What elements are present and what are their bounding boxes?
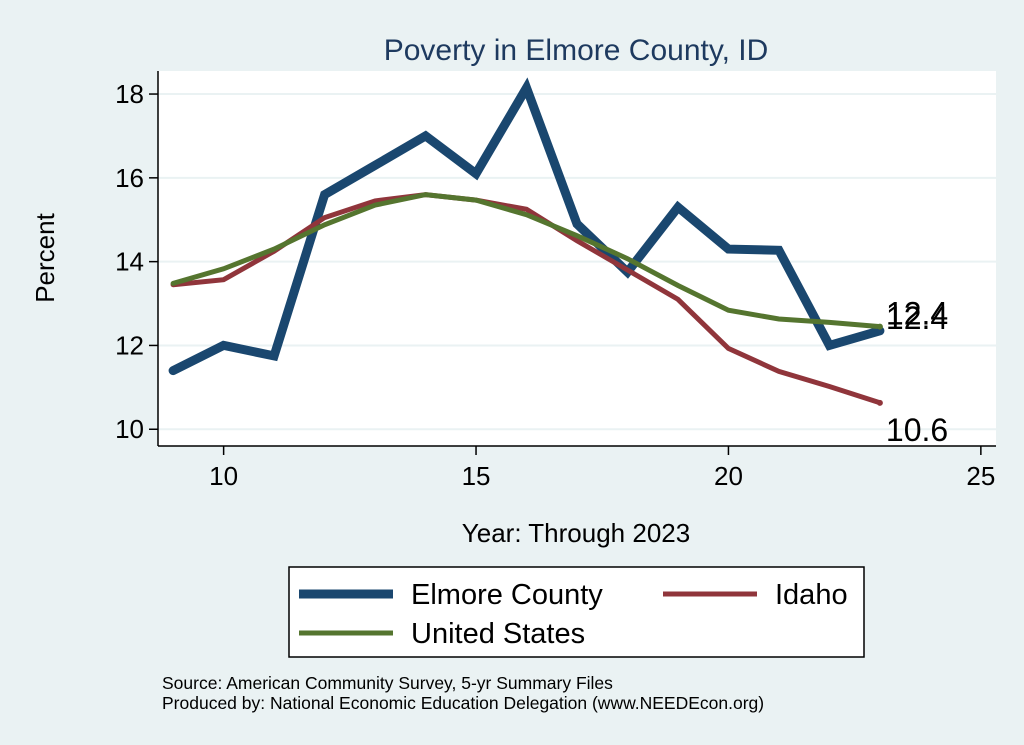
series-line-united-states [170,192,883,330]
plot-area [158,71,996,446]
y-tick-label: 14 [115,247,144,277]
y-tick-label: 16 [115,163,144,193]
legend-label-elmore-county: Elmore County [411,579,603,611]
end-labels: 12.4 10.6 12.4 [876,296,948,448]
x-axis-title: Year: Through 2023 [462,518,690,548]
end-label-idaho: 10.6 [886,412,948,448]
legend: Elmore County Idaho United States [288,566,865,658]
series-line-elmore-county [168,77,885,376]
axis-ticks: 10 12 14 16 18 10 15 20 25 [115,79,995,491]
x-tick-label: 15 [462,461,491,491]
series-lines [168,77,885,406]
y-axis-title: Percent [30,212,60,302]
source-note: Source: American Community Survey, 5-yr … [162,673,613,693]
end-label-united-states: 12.4 [886,296,948,332]
end-point-idaho [876,399,883,406]
x-tick-label: 20 [714,461,743,491]
chart-title: Poverty in Elmore County, ID [384,34,769,67]
axes [157,71,996,447]
y-tick-label: 10 [115,414,144,444]
x-tick-label: 25 [966,461,995,491]
y-tick-label: 12 [115,330,144,360]
end-point-elmore-county [876,327,883,334]
legend-label-united-states: United States [411,618,585,650]
legend-box [288,566,865,658]
grid-lines [158,93,996,431]
y-tick-label: 18 [115,79,144,109]
producer-note: Produced by: National Economic Education… [162,693,764,713]
end-point-united-states [876,323,883,330]
x-tick-label: 10 [209,461,238,491]
end-label-elmore-county: 12.4 [886,300,948,336]
legend-label-idaho: Idaho [775,579,848,611]
